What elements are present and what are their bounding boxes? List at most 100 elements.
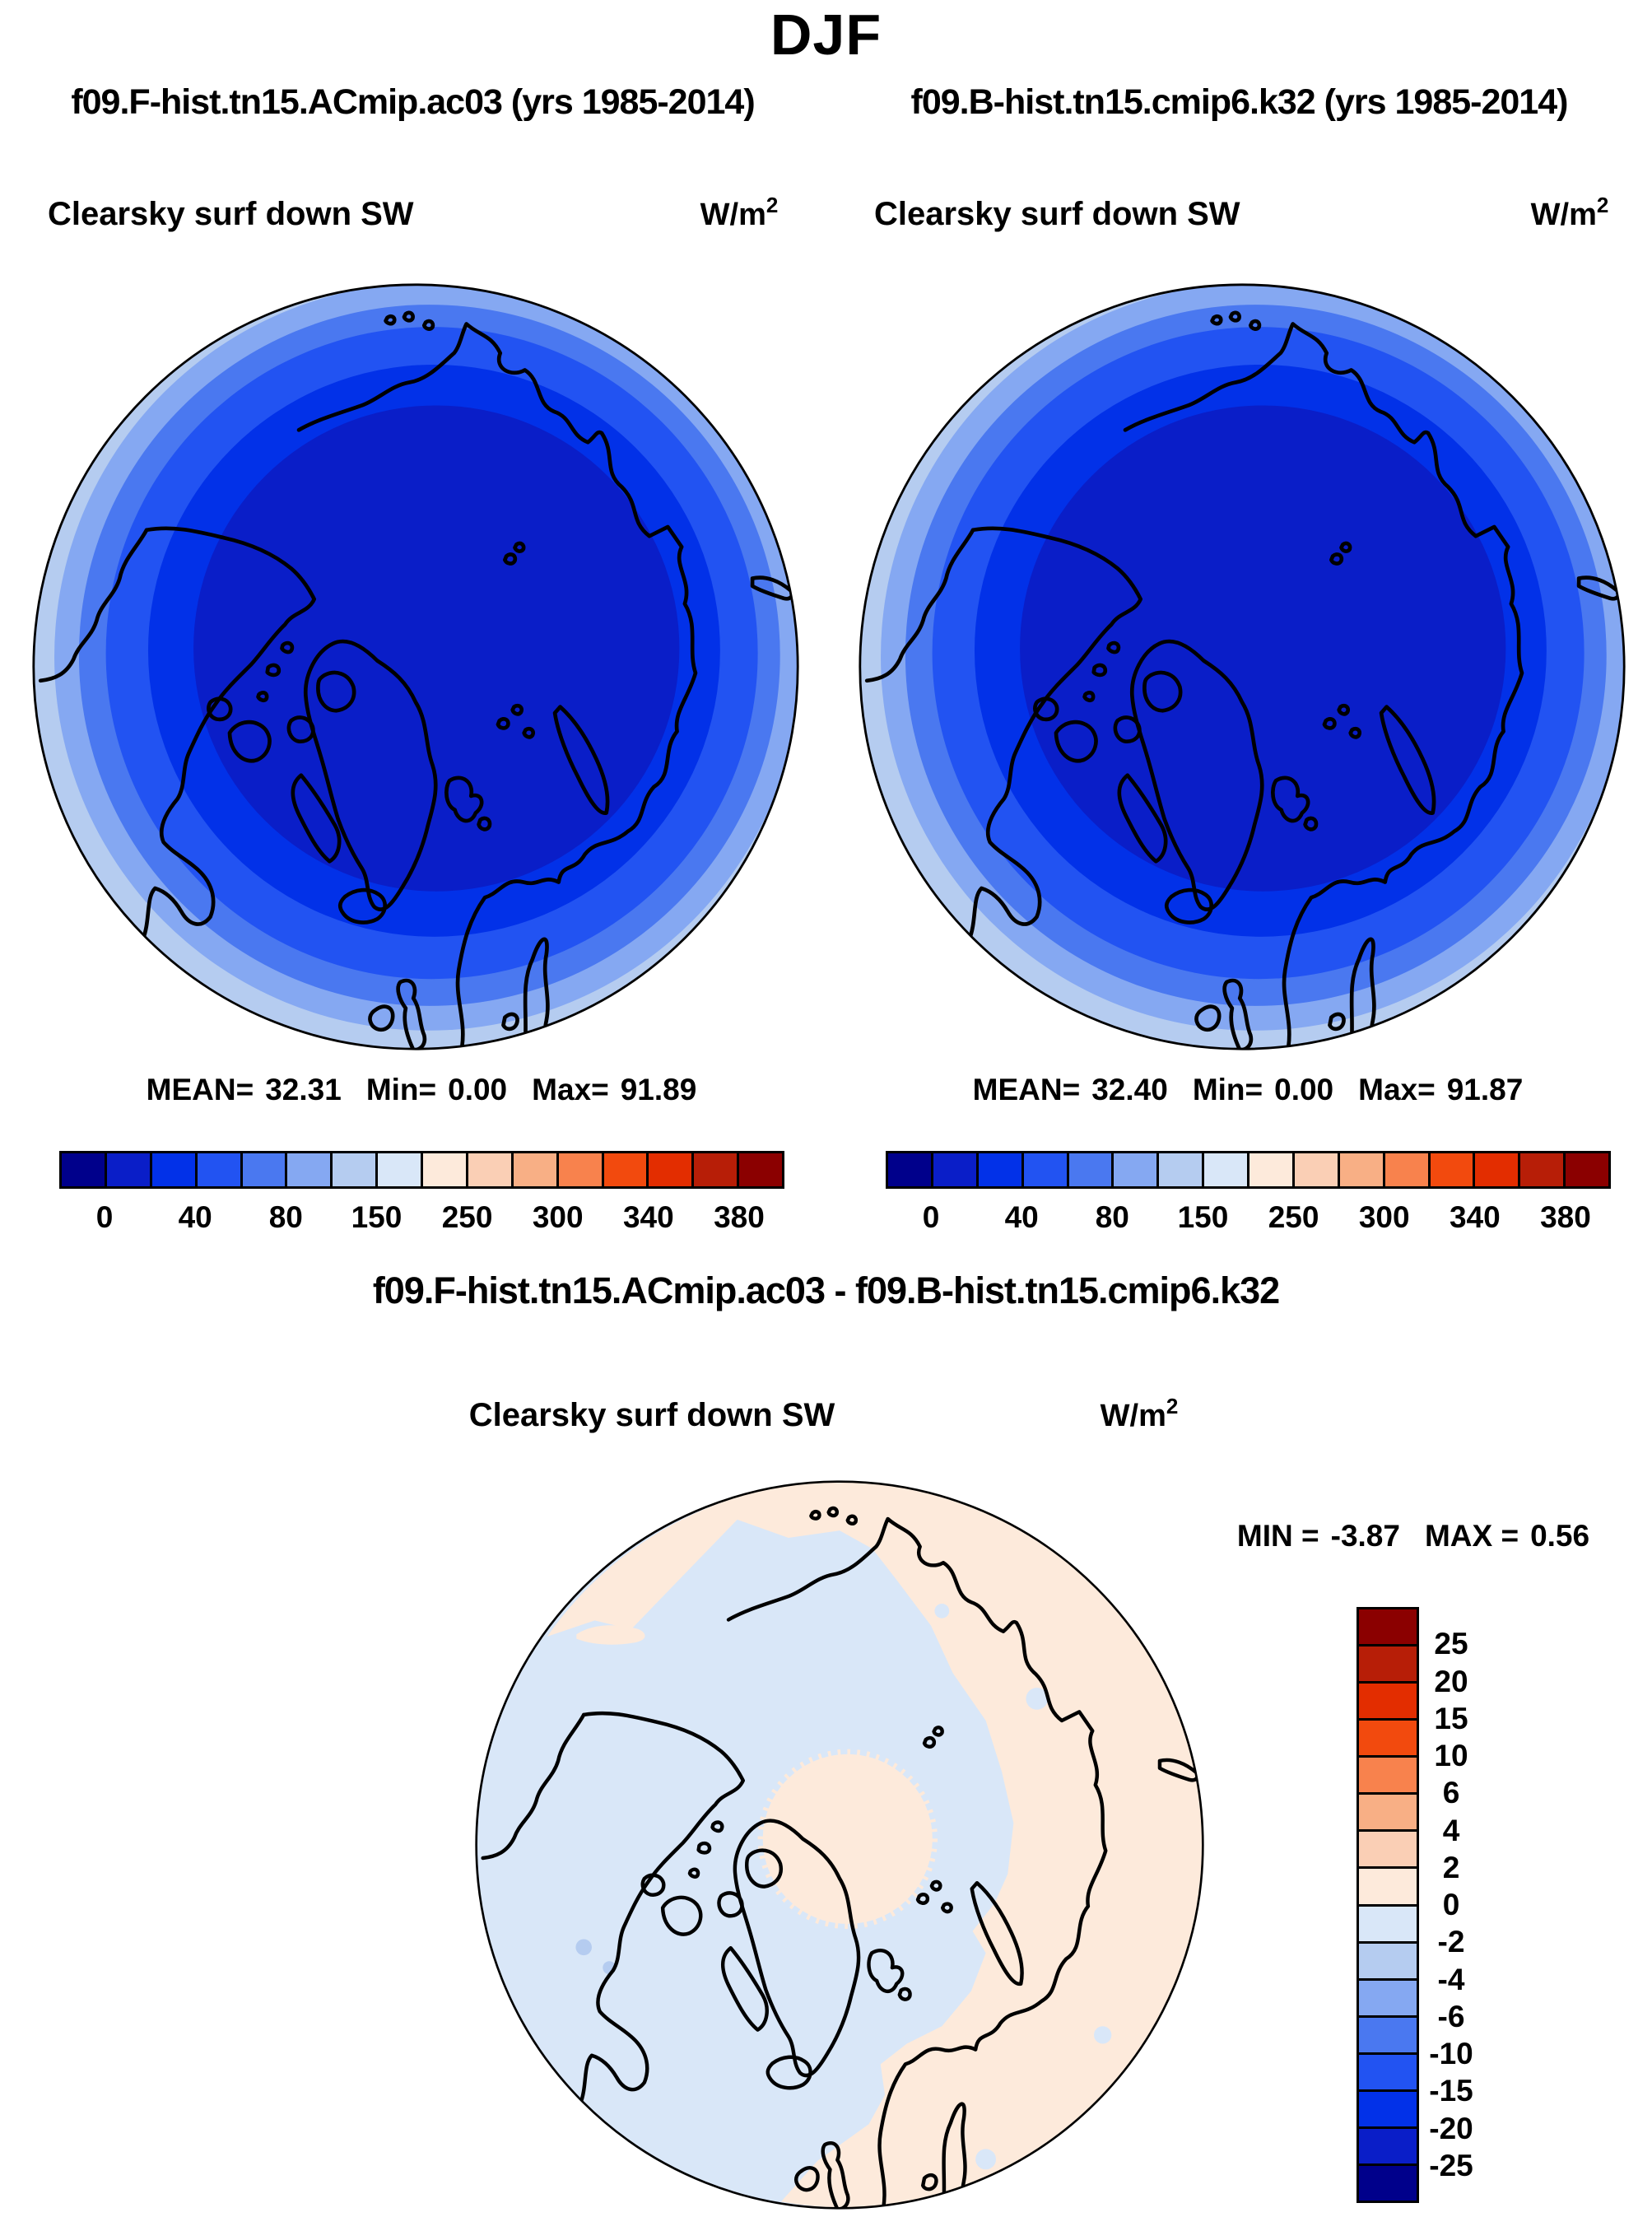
colorbar-tick-label: -25 (1429, 2148, 1473, 2182)
units-label-right: W/m2 (1508, 193, 1631, 233)
colorbar-tick-label: 150 (1177, 1200, 1229, 1234)
colorbar-cell (1359, 1644, 1417, 1682)
colorbar-tick-label: 6 (1442, 1776, 1460, 1810)
colorbar-cell (1382, 1153, 1428, 1186)
colorbar-cell (194, 1153, 240, 1186)
diff-cool-pocket (1094, 2026, 1112, 2044)
colorbar-cell (1359, 1977, 1417, 2015)
colorbar-cell (1021, 1153, 1067, 1186)
map-right (859, 283, 1626, 1050)
colorbar-cell (1202, 1153, 1247, 1186)
colorbar-cell (1359, 1792, 1417, 1830)
stats-line-left: MEAN= 32.31 Min= 0.00 Max= 91.89 (51, 1073, 792, 1107)
min-value: 0.00 (1274, 1073, 1334, 1106)
colorbar-cell (421, 1153, 466, 1186)
colorbar-cell (62, 1153, 105, 1186)
max-value: 91.87 (1446, 1073, 1524, 1106)
max-value: 0.56 (1530, 1519, 1590, 1553)
diff-cool-pocket (1026, 1688, 1049, 1710)
colorbar-cell (691, 1153, 738, 1186)
colorbar-cell (1359, 2052, 1417, 2089)
colorbar-cell (1563, 1153, 1608, 1186)
colorbar-tick-label: 20 (1434, 1664, 1468, 1698)
colorbar-cell (1111, 1153, 1157, 1186)
colorbar-cell (1247, 1153, 1292, 1186)
stats-line-diff: MIN = -3.87 MAX = 0.56 (1208, 1519, 1619, 1553)
diff-band-neg4-neg2-spot (575, 1939, 592, 1956)
map-diff (475, 1480, 1204, 2210)
colorbar-tick-label: -15 (1429, 2074, 1473, 2108)
units-exponent: 2 (1596, 193, 1609, 217)
variable-label-right: Clearsky surf down SW (874, 196, 1240, 232)
colorbar-tick-label: 80 (1095, 1200, 1129, 1234)
colorbar-tick-label: 250 (441, 1200, 493, 1234)
map-left (32, 283, 799, 1050)
page-title: DJF (770, 2, 882, 67)
colorbar-cell (1359, 1829, 1417, 1867)
diff-cool-pocket (934, 1603, 950, 1619)
colorbar-right-ticks: 0 40 80 150 250 300 340 380 (886, 1200, 1611, 1237)
min-label: Min= (1192, 1073, 1263, 1106)
colorbar-cell (465, 1153, 511, 1186)
colorbar-tick-label: 380 (1540, 1200, 1591, 1234)
units-base: W/m (1530, 198, 1597, 232)
colorbar-cell (149, 1153, 195, 1186)
units-label-diff: W/m2 (1077, 1394, 1201, 1434)
colorbar-tick-label: 380 (714, 1200, 765, 1234)
colorbar-tick-label: 80 (268, 1200, 303, 1234)
colorbar-tick-label: 0 (922, 1200, 940, 1234)
colorbar-tick-label: 15 (1434, 1701, 1468, 1735)
colorbar-cell (1427, 1153, 1473, 1186)
colorbar-cell (510, 1153, 556, 1186)
run-name-right: f09.B-hist.tn15.cmip6.k32 (yrs 1985-2014… (910, 82, 1569, 122)
units-exponent: 2 (1166, 1394, 1179, 1418)
colorbar-tick-label: 25 (1434, 1627, 1468, 1661)
colorbar-tick-label: -6 (1437, 1999, 1465, 2033)
colorbar-tick-label: 150 (351, 1200, 403, 1234)
colorbar-tick-label: 2 (1442, 1850, 1460, 1884)
diff-title: f09.F-hist.tn15.ACmip.ac03 - f09.B-hist.… (372, 1269, 1280, 1311)
map-border (32, 283, 799, 1050)
colorbar-cell (1359, 2126, 1417, 2163)
contour-band-0-20 (193, 405, 680, 892)
colorbar-cell (1066, 1153, 1112, 1186)
colorbar-cell (930, 1153, 976, 1186)
colorbar-cell (975, 1153, 1021, 1186)
colorbar-tick-label: -10 (1429, 2037, 1473, 2070)
min-label: Min= (365, 1073, 437, 1106)
colorbar-cell (1359, 1903, 1417, 1941)
colorbar-tick-label: 300 (532, 1200, 584, 1234)
mean-label: MEAN= (146, 1073, 254, 1106)
colorbar-cell (330, 1153, 376, 1186)
min-value: -3.87 (1330, 1519, 1400, 1553)
max-label: MAX = (1424, 1519, 1519, 1553)
colorbar-tick-label: 0 (95, 1200, 114, 1234)
diff-band-0-2-pole-cap (757, 1749, 938, 1930)
contour-band-0-20 (1020, 405, 1506, 892)
diff-band-0-2-rim (547, 1481, 1203, 2208)
mean-label: MEAN= (972, 1073, 1081, 1106)
mean-value: 32.31 (265, 1073, 342, 1106)
colorbar-right (886, 1151, 1611, 1189)
colorbar-tick-label: 340 (622, 1200, 674, 1234)
min-value: 0.00 (448, 1073, 508, 1106)
colorbar-cell (1473, 1153, 1519, 1186)
colorbar-tick-label: 250 (1268, 1200, 1319, 1234)
colorbar-cell (1359, 1866, 1417, 1904)
units-label-left: W/m2 (677, 193, 801, 233)
colorbar-cell (601, 1153, 647, 1186)
colorbar-cell (888, 1153, 931, 1186)
units-base: W/m (1100, 1399, 1166, 1433)
colorbar-cell (375, 1153, 421, 1186)
colorbar-cell (1359, 1940, 1417, 1978)
colorbar-tick-label: -20 (1429, 2111, 1473, 2145)
run-name-left: f09.F-hist.tn15.ACmip.ac03 (yrs 1985-201… (71, 82, 755, 122)
colorbar-tick-label: 10 (1434, 1739, 1468, 1772)
colorbar-cell (1156, 1153, 1203, 1186)
colorbar-cell (1359, 2163, 1417, 2201)
colorbar-tick-label: 40 (1004, 1200, 1039, 1234)
colorbar-cell (1337, 1153, 1383, 1186)
max-label: Max= (1358, 1073, 1436, 1106)
colorbar-diff (1357, 1607, 1419, 2203)
